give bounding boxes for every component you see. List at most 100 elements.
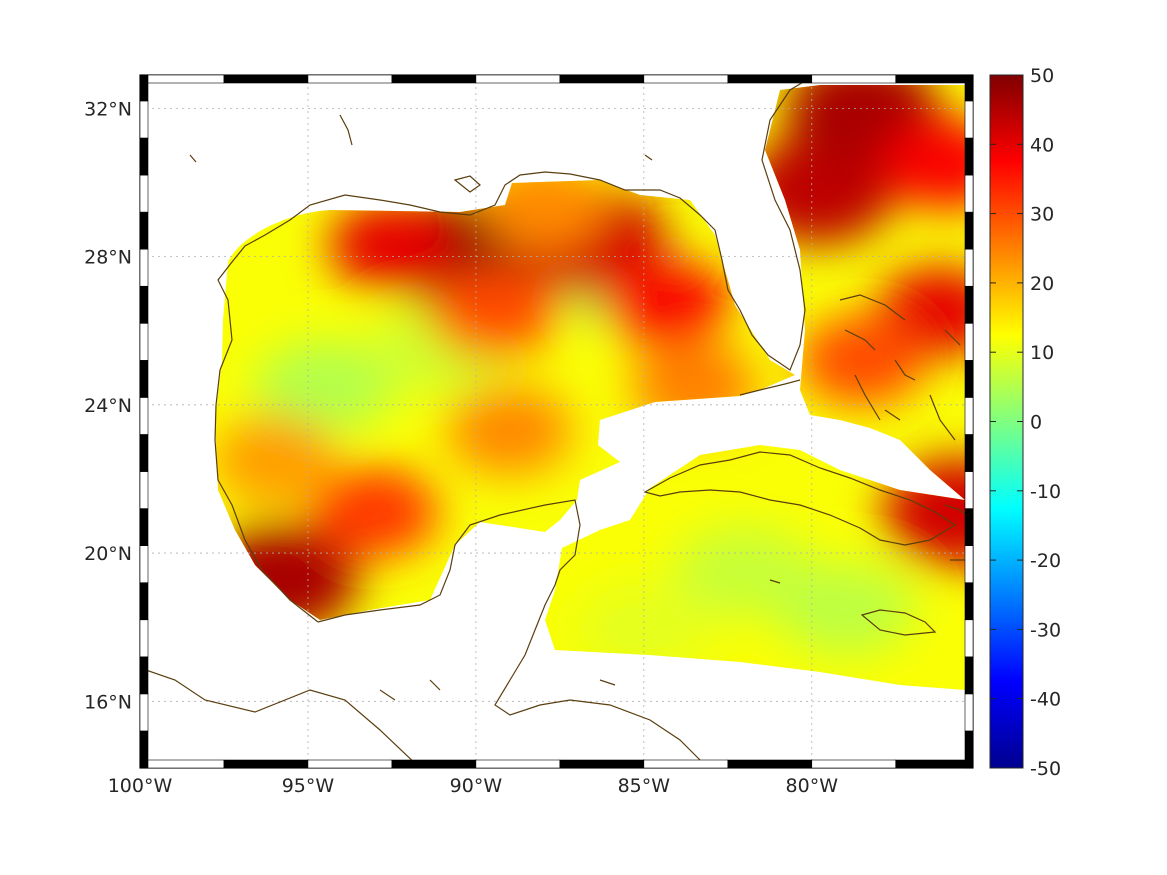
frame-check-top [307,74,393,84]
frame-check-top [559,74,645,84]
frame-check-right [964,693,974,732]
frame-check-top [643,74,729,84]
colorbar-tick-label: 40 [1030,134,1054,156]
frame-check-bottom [811,759,897,769]
frame-check-right [964,248,974,287]
frame-check-left [139,582,149,621]
field-hotspot [215,415,338,506]
coastline-bahamas [839,294,961,441]
field-coolspot [775,563,916,654]
field-hotspot [312,467,439,558]
colorbar-tick-label: -30 [1030,619,1061,641]
frame-check-top [391,74,477,84]
frame-check-right [964,322,974,361]
field-hotspot [328,200,455,291]
frame-check-left [139,285,149,324]
frame-check-left [139,137,149,176]
field-hotspot [446,385,573,476]
frame-check-right [964,471,974,509]
frame-check-right [964,545,974,584]
y-axis-ticks: 32°N 28°N 24°N 20°N 16°N [84,98,132,713]
frame-check-left [139,74,149,102]
y-tick-label: 16°N [84,691,132,713]
x-tick-label: 85°W [618,775,671,797]
frame-check-right [964,174,974,213]
coastlines [140,75,973,768]
coastline-mexico-east [214,75,816,623]
coastline-gulf [140,667,421,768]
coastline-islets [189,114,781,701]
frame-check-right [964,100,974,139]
frame-check-bottom [223,759,309,769]
frame-check-left [139,174,149,213]
x-tick-label: 90°W [450,775,503,797]
x-tick-label: 100°W [108,775,173,797]
frame-check-right [964,730,974,769]
frame-check-bottom [139,759,225,769]
colorbar-tick-label: -10 [1030,481,1061,503]
field-coolspot [254,341,395,432]
frame-check-bottom [475,759,561,769]
frame-check-right [964,619,974,658]
y-tick-label: 24°N [84,395,132,417]
frame-check-top [727,74,813,84]
frame-check-top [475,74,561,84]
frame-check-bottom [391,759,477,769]
frame-check-right [964,137,974,176]
frame-check-top [139,74,225,84]
frame-check-left [139,693,149,732]
frame-check-bottom [307,759,393,769]
frame-check-left [139,322,149,361]
y-tick-label: 20°N [84,543,132,565]
colorbar-tick-label: -40 [1030,689,1061,711]
frame-check-top [223,74,309,84]
y-tick-label: 32°N [84,98,132,120]
frame-check-left [139,656,149,695]
frame-check-left [139,248,149,287]
coastline-yucatan [317,499,701,761]
frame-check-right [964,582,974,621]
x-tick-label: 95°W [282,775,335,797]
colorbar-tick-label: -20 [1030,550,1061,572]
frame-check-left [139,471,149,509]
colorbar-tick-label: 30 [1030,204,1054,226]
field-hotspot [429,267,556,358]
coastline-cuba [643,451,957,546]
colorbar-tick-label: 10 [1030,342,1054,364]
frame-check-left [139,434,149,472]
frame-check-bottom [895,759,974,769]
frame-check-left [139,545,149,584]
colorbar: 50 40 30 20 10 0 -10 -20 -30 -40 -50 [989,65,1061,780]
frame-check-left [139,397,149,435]
y-tick-label: 28°N [84,247,132,269]
frame-check-right [964,434,974,472]
frame-check-left [139,360,149,398]
colorbar-tick-label: 20 [1030,273,1054,295]
field-hotspot [480,159,607,250]
frame-check-left [139,100,149,139]
x-axis-ticks: 100°W 95°W 90°W 85°W 80°W [108,775,838,797]
frame-check-left [139,211,149,250]
frame-check-right [964,397,974,435]
field-hotspot [631,341,758,432]
frame-check-left [139,730,149,769]
map-frame [139,74,974,769]
colorbar-ticks: 50 40 30 20 10 0 -10 -20 -30 -40 -50 [990,65,1061,780]
frame-check-top [895,74,974,84]
frame-check-bottom [727,759,813,769]
frame-check-left [139,508,149,546]
colorbar-tick-label: -50 [1030,758,1061,780]
colorbar-tick-label: 0 [1030,412,1042,434]
frame-check-right [964,508,974,546]
frame-check-left [139,619,149,658]
colorbar-tick-label: 50 [1030,65,1054,87]
frame-check-right [964,211,974,250]
field-hotspot [799,315,926,406]
coastline-jamaica [860,609,937,636]
frame-check-bottom [559,759,645,769]
frame-check-bottom [643,759,729,769]
anomaly-field [215,85,965,690]
coastline-florida-keys [739,379,801,396]
field-hotspot [883,118,965,209]
